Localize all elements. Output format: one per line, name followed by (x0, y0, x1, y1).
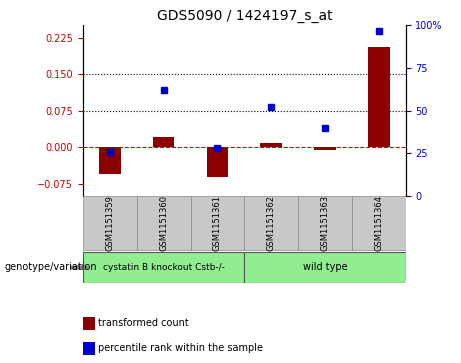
Text: GSM1151362: GSM1151362 (267, 195, 276, 251)
Text: GSM1151361: GSM1151361 (213, 195, 222, 251)
Bar (137, 196, 190, 250)
Text: GSM1151364: GSM1151364 (374, 195, 383, 251)
Title: GDS5090 / 1424197_s_at: GDS5090 / 1424197_s_at (157, 9, 332, 23)
Text: GSM1151360: GSM1151360 (159, 195, 168, 251)
Text: GSM1151359: GSM1151359 (106, 195, 114, 251)
Text: genotype/variation: genotype/variation (5, 262, 97, 273)
Bar (314, 147, 336, 150)
Bar (368, 47, 390, 147)
Text: transformed count: transformed count (98, 318, 189, 328)
Bar (190, 196, 244, 250)
Bar (352, 196, 406, 250)
Bar (207, 147, 228, 176)
Bar (244, 196, 298, 250)
Bar (99, 147, 121, 174)
Text: percentile rank within the sample: percentile rank within the sample (98, 343, 263, 354)
Bar (153, 136, 174, 147)
Bar (83, 252, 244, 283)
Bar (83, 196, 137, 250)
Text: cystatin B knockout Cstb-/-: cystatin B knockout Cstb-/- (103, 263, 225, 272)
Bar (260, 143, 282, 147)
Bar (244, 252, 406, 283)
Text: GSM1151363: GSM1151363 (320, 195, 330, 251)
Bar (298, 196, 352, 250)
Text: wild type: wild type (303, 262, 347, 273)
